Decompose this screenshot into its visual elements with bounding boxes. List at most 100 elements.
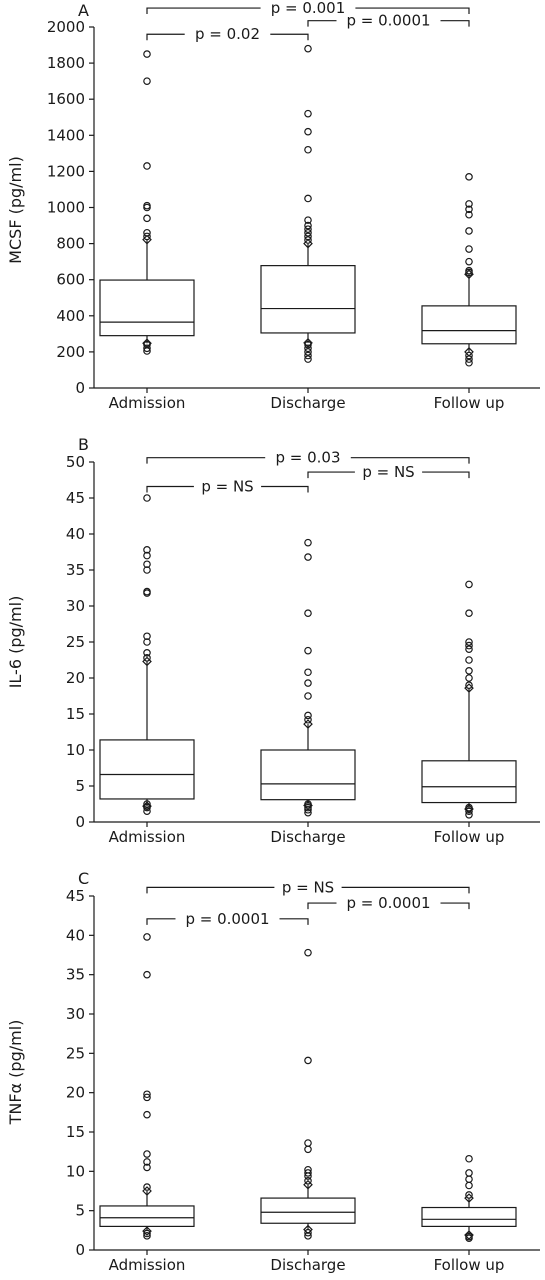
interquartile-box	[260, 749, 356, 801]
panel-a-y-tick-label: 1800	[47, 54, 85, 72]
panel-a-box-follow-up	[421, 173, 517, 367]
interquartile-box	[421, 1206, 517, 1228]
outlier-point	[143, 77, 151, 85]
p-value-label: p = 0.0001	[185, 910, 269, 928]
outlier-point	[465, 666, 473, 675]
p-value-label: p = 0.03	[275, 449, 340, 467]
outlier-point	[465, 681, 473, 690]
outlier-point	[304, 1056, 312, 1065]
panel-c-y-tick-label: 45	[66, 887, 85, 905]
p-value-label: p = NS	[201, 477, 253, 495]
panel-c-y-tick-label: 35	[66, 966, 85, 984]
panel-b-y-tick-label: 10	[66, 741, 85, 759]
outlier-point	[465, 641, 473, 650]
outlier-point	[465, 355, 473, 363]
outlier-point	[143, 201, 151, 210]
panel-c-category-label: Follow up	[434, 1256, 505, 1274]
outlier-point	[304, 236, 312, 244]
outlier-point	[465, 1232, 473, 1241]
outlier-point	[465, 1169, 473, 1177]
bracket-left	[146, 7, 261, 15]
interquartile-box	[99, 279, 195, 337]
panel-b-y-tick-label: 0	[75, 813, 85, 831]
outlier-point	[304, 1176, 312, 1185]
outlier-point	[465, 580, 473, 589]
panel-a-significance-bracket: p = 0.001	[146, 0, 470, 17]
outlier-point	[465, 656, 473, 664]
panel-b-significance-bracket: p = NS	[307, 463, 470, 481]
outlier-point	[304, 692, 312, 700]
outlier-point	[143, 587, 151, 596]
outlier-point	[304, 1169, 312, 1177]
panel-a-box-discharge	[260, 44, 356, 363]
outlier-point	[465, 1191, 473, 1199]
outlier-point	[304, 355, 312, 363]
panel-a-y-tick-label: 800	[56, 235, 85, 253]
panel-a-box-admission	[99, 50, 195, 355]
panel-b-category-label: Discharge	[270, 828, 345, 846]
outlier-point	[143, 638, 151, 646]
outlier-point	[304, 711, 312, 720]
outlier-point	[143, 933, 151, 941]
outlier-point	[304, 679, 312, 687]
outlier-point	[143, 1110, 151, 1119]
outlier-point	[304, 340, 312, 349]
upper-whisker-cap	[464, 269, 474, 280]
outlier-point	[143, 970, 151, 979]
panel-c-y-tick-label: 0	[75, 1241, 85, 1259]
panel-b-significance-bracket: p = NS	[146, 477, 309, 495]
outlier-point	[304, 145, 312, 154]
panel-a-y-tick-label: 1200	[47, 162, 85, 180]
p-value-label: p = 0.02	[195, 25, 260, 43]
bracket-right	[261, 485, 309, 493]
p-value-label: p = NS	[282, 878, 334, 896]
panel-a-category-label: Follow up	[434, 394, 505, 412]
outlier-point	[465, 638, 473, 646]
panel-c-significance-bracket: p = NS	[146, 878, 470, 896]
outlier-point	[143, 560, 151, 569]
upper-whisker-cap	[303, 719, 313, 729]
outlier-point	[304, 127, 312, 136]
upper-whisker-cap	[142, 1186, 152, 1196]
outlier-point	[304, 228, 312, 237]
lower-whisker-cap	[464, 1230, 474, 1240]
panel-b-y-tick-label: 5	[75, 777, 85, 795]
outlier-point	[304, 1145, 312, 1154]
panel-b-significance-bracket: p = 0.03	[146, 449, 470, 467]
panel-a-significance-bracket: p = 0.0001	[307, 12, 470, 30]
bracket-left	[307, 20, 337, 27]
outlier-point	[465, 358, 473, 367]
outlier-point	[143, 1232, 151, 1240]
outlier-point	[143, 1183, 151, 1191]
outlier-point	[143, 1150, 151, 1158]
outlier-point	[143, 546, 151, 554]
panel-c-label: C	[78, 869, 89, 888]
panel-c: C TNFα (pg/ml) 0 5 10 15 20 25 30 35 40 45 Admissi…	[6, 869, 540, 1274]
outlier-point	[304, 221, 312, 230]
outlier-point	[465, 674, 473, 682]
outlier-point	[304, 348, 312, 356]
outlier-point	[465, 803, 473, 812]
panel-c-box-follow-up	[421, 1154, 517, 1243]
panel-c-y-tick-label: 10	[66, 1162, 85, 1180]
p-value-label: p = 0.0001	[346, 12, 430, 30]
panel-b-box-follow-up	[421, 580, 517, 819]
outlier-point	[465, 807, 473, 816]
panel-c-y-tick-label: 5	[75, 1202, 85, 1220]
panel-b-y-tick-label: 15	[66, 705, 85, 723]
outlier-point	[465, 200, 473, 208]
outlier-point	[143, 1090, 151, 1099]
panel-c-y-axis-label: TNFα (pg/ml)	[6, 1020, 25, 1126]
bracket-right	[422, 471, 470, 479]
p-value-label: p = NS	[362, 463, 414, 481]
lower-whisker-cap	[142, 1226, 152, 1236]
panel-a-y-axis-label: MCSF (pg/ml)	[6, 156, 25, 264]
panel-c-category-label: Discharge	[270, 1256, 345, 1274]
outlier-point	[304, 803, 312, 812]
panel-b-label: B	[78, 435, 89, 454]
bracket-right	[440, 20, 470, 27]
panel-b-box-discharge	[260, 538, 356, 817]
panel-b-y-tick-label: 35	[66, 561, 85, 579]
bracket-left	[146, 33, 185, 41]
outlier-point	[143, 1158, 151, 1166]
